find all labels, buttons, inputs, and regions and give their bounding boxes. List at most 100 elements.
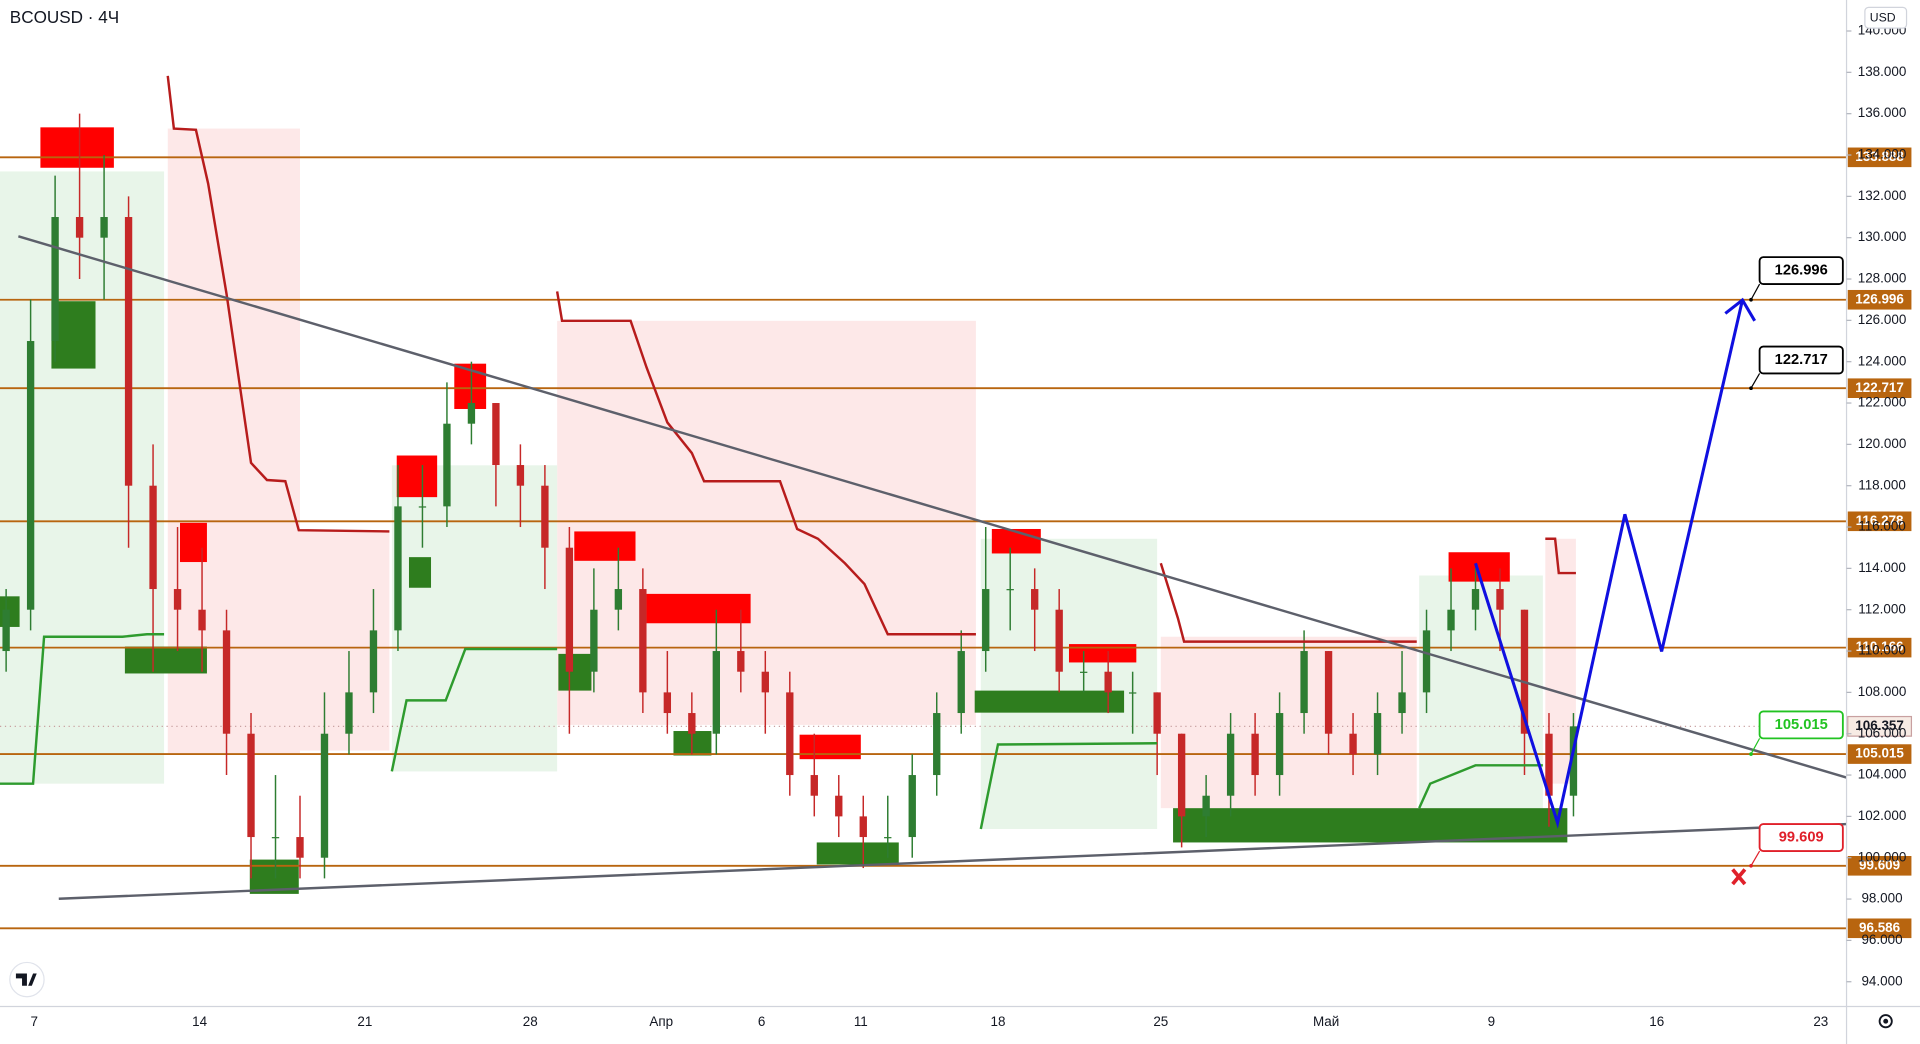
level-label: 96.586 [1859, 920, 1900, 935]
callout-box [1758, 256, 1844, 286]
candle-body [369, 630, 378, 693]
callout-label: 126.996 [1775, 262, 1828, 278]
x-tick-label: 14 [192, 1014, 207, 1029]
candle-body [51, 217, 59, 342]
candle-body [590, 609, 598, 672]
candle-body [2, 609, 10, 652]
y-tick-label: 112.000 [1858, 601, 1906, 616]
candle-body [1275, 713, 1284, 776]
x-tick-label: 21 [357, 1014, 372, 1029]
candle-body [1226, 733, 1235, 796]
level-label-box [1847, 289, 1912, 310]
candle-body [1422, 630, 1431, 693]
candle-body [957, 651, 965, 714]
candle-body [1520, 609, 1529, 734]
y-tick-label: 96.000 [1861, 932, 1902, 947]
supply-zone [574, 531, 636, 561]
level-label-box [1847, 147, 1912, 168]
y-tick-label: 106.000 [1858, 725, 1907, 740]
supertrend-down [166, 75, 390, 533]
x-tick-label: 23 [1813, 1014, 1828, 1029]
demand-zone [974, 690, 1125, 713]
candle-body [1128, 692, 1137, 694]
candle-body [394, 506, 402, 631]
x-tick-label: 25 [1153, 1014, 1168, 1029]
candle-body [1324, 651, 1333, 734]
y-tick-label: 130.000 [1858, 229, 1907, 244]
candle-body [443, 423, 451, 507]
callout-pointer [1750, 283, 1761, 301]
projection [1474, 299, 1744, 829]
candle-body [1006, 589, 1014, 591]
candle-body [859, 816, 867, 838]
candle-body [418, 506, 427, 508]
supply-zone [1068, 644, 1137, 663]
candle-body [467, 403, 476, 424]
callout-box [1758, 823, 1844, 852]
callout-label: 99.609 [1779, 829, 1824, 845]
candle-body [345, 692, 353, 734]
level-label: 126.996 [1855, 291, 1904, 306]
x-tick-label: 11 [854, 1014, 868, 1029]
last-price-label: 106.357 [1855, 718, 1904, 733]
level-label: 105.015 [1855, 746, 1904, 761]
currency-button[interactable] [1864, 6, 1908, 29]
y-tick-label: 110.000 [1858, 643, 1906, 658]
supply-zone [396, 455, 438, 498]
level-label: 122.717 [1855, 380, 1904, 395]
supertrend-up [979, 742, 1158, 830]
supertrend-up [390, 647, 558, 772]
candle-body [541, 485, 549, 548]
callouts: 126.996 122.717 105.015 99.609 [1749, 256, 1844, 868]
x-tick-label: 6 [758, 1014, 765, 1029]
demand-zone [816, 842, 899, 865]
indicators [0, 75, 1847, 900]
candle-body [1471, 589, 1480, 610]
callout-pointer [1750, 373, 1761, 389]
last-price-box [1847, 715, 1913, 737]
y-tick-label: 100.000 [1858, 849, 1907, 864]
candle-body [516, 465, 525, 486]
candle-body [1153, 692, 1161, 734]
supply-zone [180, 522, 207, 563]
y-tick-label: 108.000 [1858, 684, 1907, 699]
x-tick-label: 16 [1649, 1014, 1664, 1029]
settings-icon[interactable] [1878, 1014, 1893, 1029]
y-tick-label: 102.000 [1858, 808, 1907, 823]
candle-body [737, 651, 745, 672]
candle-body [124, 217, 133, 486]
candles [2, 113, 1578, 879]
demand-zone [1173, 808, 1568, 843]
stop-mark [1731, 868, 1747, 886]
candle-body [1055, 609, 1063, 672]
y-tick-label: 136.000 [1858, 105, 1907, 120]
candle-body [26, 341, 35, 610]
candle-body [1177, 733, 1186, 817]
supply-zone [991, 528, 1041, 554]
x-tick-label: 7 [31, 1014, 38, 1029]
y-tick-label: 138.000 [1858, 64, 1907, 79]
level-label: 133.888 [1855, 149, 1904, 164]
currency-label[interactable]: USD [1870, 11, 1896, 25]
projection-arrow [1724, 297, 1757, 322]
symbol-title: BCOUSD · 4Ч [10, 7, 119, 27]
level-label-box [1847, 511, 1912, 532]
level-label: 116.278 [1856, 513, 1904, 528]
candle-body [884, 837, 892, 839]
x-tick-label: 9 [1488, 1014, 1495, 1029]
trend-line [18, 235, 1847, 779]
level-label: 110.166 [1856, 639, 1904, 654]
callout-box [1758, 710, 1844, 740]
callout-anchor [1749, 863, 1753, 868]
candle-body [1202, 795, 1210, 817]
candle-body [688, 713, 696, 734]
candle-body [810, 775, 818, 796]
candle-body [1569, 726, 1578, 796]
candle-body [296, 837, 304, 858]
candle-body [786, 692, 794, 776]
candle-body [100, 217, 108, 238]
zones [0, 127, 1568, 894]
